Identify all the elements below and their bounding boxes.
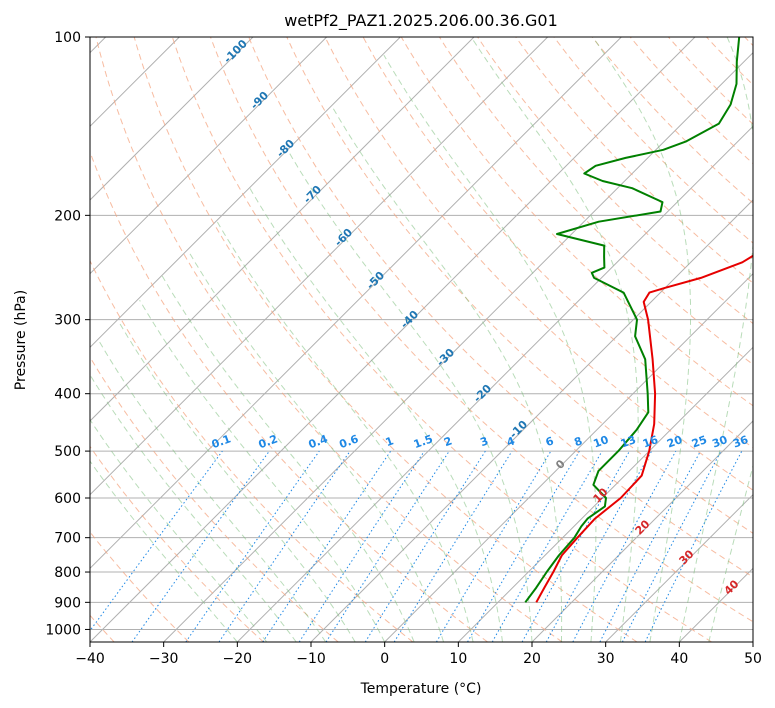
x-tick-label: 10 <box>449 651 467 667</box>
x-tick-label: 40 <box>670 651 688 667</box>
y-tick-label: 400 <box>54 387 81 403</box>
x-tick-label: 20 <box>523 651 541 667</box>
y-axis-label: Pressure (hPa) <box>13 290 29 390</box>
y-tick-label: 700 <box>54 531 81 547</box>
y-tick-label: 1000 <box>45 622 81 638</box>
y-tick-label: 900 <box>54 595 81 611</box>
x-tick-label: −10 <box>296 651 326 667</box>
figure-background <box>0 0 775 708</box>
x-axis-label: Temperature (°C) <box>360 681 482 697</box>
skew-t-chart: wetPf2_PAZ1.2025.206.00.36.G01 -100-90-8… <box>0 0 775 708</box>
y-tick-label: 500 <box>54 444 81 460</box>
y-tick-label: 300 <box>54 313 81 329</box>
x-tick-label: 0 <box>380 651 389 667</box>
y-tick-label: 100 <box>54 30 81 46</box>
x-tick-label: 50 <box>744 651 762 667</box>
y-tick-label: 600 <box>54 491 81 507</box>
y-tick-label: 200 <box>54 208 81 224</box>
chart-title: wetPf2_PAZ1.2025.206.00.36.G01 <box>284 11 558 31</box>
x-tick-label: −30 <box>149 651 179 667</box>
x-tick-label: −40 <box>75 651 105 667</box>
x-tick-label: −20 <box>223 651 253 667</box>
y-tick-label: 800 <box>54 565 81 581</box>
x-tick-label: 30 <box>597 651 615 667</box>
